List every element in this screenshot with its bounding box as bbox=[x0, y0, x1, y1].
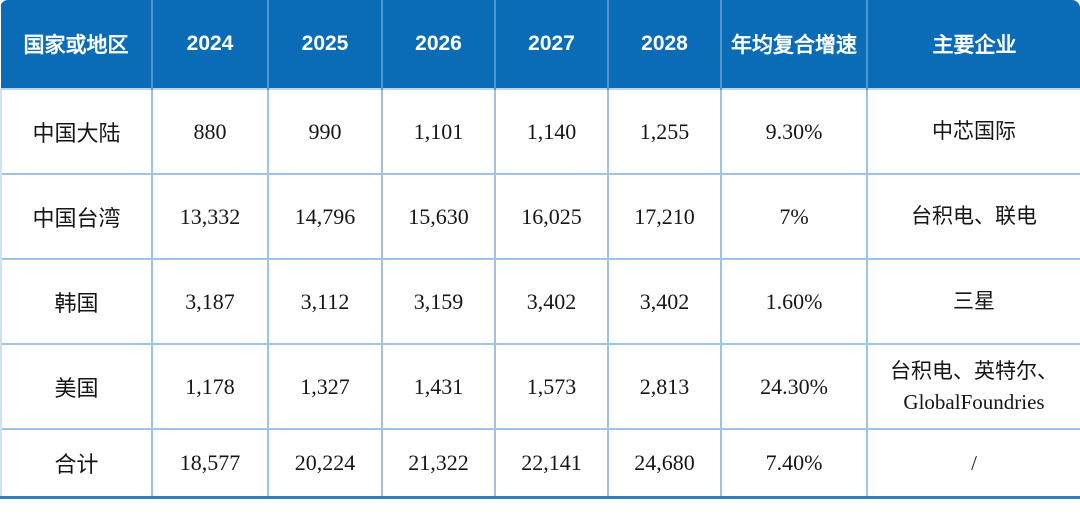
table-cell: 880 bbox=[152, 88, 269, 174]
row-label: 美国 bbox=[0, 343, 153, 429]
table-row-mainland-china: 中国大陆 880 990 1,101 1,140 1,255 9.30% 中芯国… bbox=[0, 88, 1080, 174]
table-cell: 990 bbox=[268, 88, 383, 174]
col-header-2027: 2027 bbox=[495, 0, 609, 89]
table-header-row: 国家或地区 2024 2025 2026 2027 2028 年均复合增速 主要… bbox=[1, 0, 1080, 89]
col-header-2026: 2026 bbox=[382, 0, 496, 89]
table-cell: 18,577 bbox=[152, 428, 269, 499]
table-cell: 24,680 bbox=[608, 428, 722, 499]
cagr-cell: 7.40% bbox=[721, 428, 868, 499]
table-cell: 16,025 bbox=[495, 173, 609, 259]
regional-foundry-market-table: 国家或地区 2024 2025 2026 2027 2028 年均复合增速 主要… bbox=[0, 0, 1080, 499]
table-row-total: 合计 18,577 20,224 21,322 22,141 24,680 7.… bbox=[0, 428, 1080, 499]
table-cell: 17,210 bbox=[608, 173, 722, 259]
companies-cell: 中芯国际 bbox=[867, 88, 1080, 174]
table-cell: 1,431 bbox=[382, 343, 496, 429]
col-header-cagr: 年均复合增速 bbox=[721, 0, 868, 89]
row-label: 合计 bbox=[0, 428, 153, 499]
col-header-2025: 2025 bbox=[268, 0, 383, 89]
table-cell: 3,112 bbox=[268, 258, 383, 344]
table-cell: 21,322 bbox=[382, 428, 496, 499]
table-cell: 3,159 bbox=[382, 258, 496, 344]
cagr-cell: 7% bbox=[721, 173, 868, 259]
table-row-taiwan-china: 中国台湾 13,332 14,796 15,630 16,025 17,210 … bbox=[0, 173, 1080, 259]
row-label: 中国大陆 bbox=[0, 88, 153, 174]
table-cell: 1,255 bbox=[608, 88, 722, 174]
col-header-2028: 2028 bbox=[608, 0, 722, 89]
companies-cell: 台积电、英特尔、GlobalFoundries bbox=[867, 343, 1080, 429]
table-cell: 2,813 bbox=[608, 343, 722, 429]
table-cell: 1,101 bbox=[382, 88, 496, 174]
table-row-korea: 韩国 3,187 3,112 3,159 3,402 3,402 1.60% 三… bbox=[0, 258, 1080, 344]
col-header-2024: 2024 bbox=[152, 0, 269, 89]
table-cell: 3,402 bbox=[608, 258, 722, 344]
cagr-cell: 1.60% bbox=[721, 258, 868, 344]
table-cell: 14,796 bbox=[268, 173, 383, 259]
row-label: 中国台湾 bbox=[0, 173, 153, 259]
table-cell: 1,178 bbox=[152, 343, 269, 429]
table-cell: 1,327 bbox=[268, 343, 383, 429]
cagr-cell: 9.30% bbox=[721, 88, 868, 174]
companies-cell: 三星 bbox=[867, 258, 1080, 344]
table-cell: 3,402 bbox=[495, 258, 609, 344]
companies-cell: / bbox=[867, 428, 1080, 499]
table-cell: 22,141 bbox=[495, 428, 609, 499]
col-header-region: 国家或地区 bbox=[1, 0, 153, 89]
table-cell: 20,224 bbox=[268, 428, 383, 499]
col-header-major-companies: 主要企业 bbox=[867, 0, 1080, 89]
companies-cell: 台积电、联电 bbox=[867, 173, 1080, 259]
table-row-usa: 美国 1,178 1,327 1,431 1,573 2,813 24.30% … bbox=[0, 343, 1080, 429]
row-label: 韩国 bbox=[0, 258, 153, 344]
table-cell: 3,187 bbox=[152, 258, 269, 344]
cagr-cell: 24.30% bbox=[721, 343, 868, 429]
table-cell: 15,630 bbox=[382, 173, 496, 259]
table-cell: 1,140 bbox=[495, 88, 609, 174]
data-table: 国家或地区 2024 2025 2026 2027 2028 年均复合增速 主要… bbox=[0, 0, 1080, 499]
table-cell: 1,573 bbox=[495, 343, 609, 429]
table-cell: 13,332 bbox=[152, 173, 269, 259]
